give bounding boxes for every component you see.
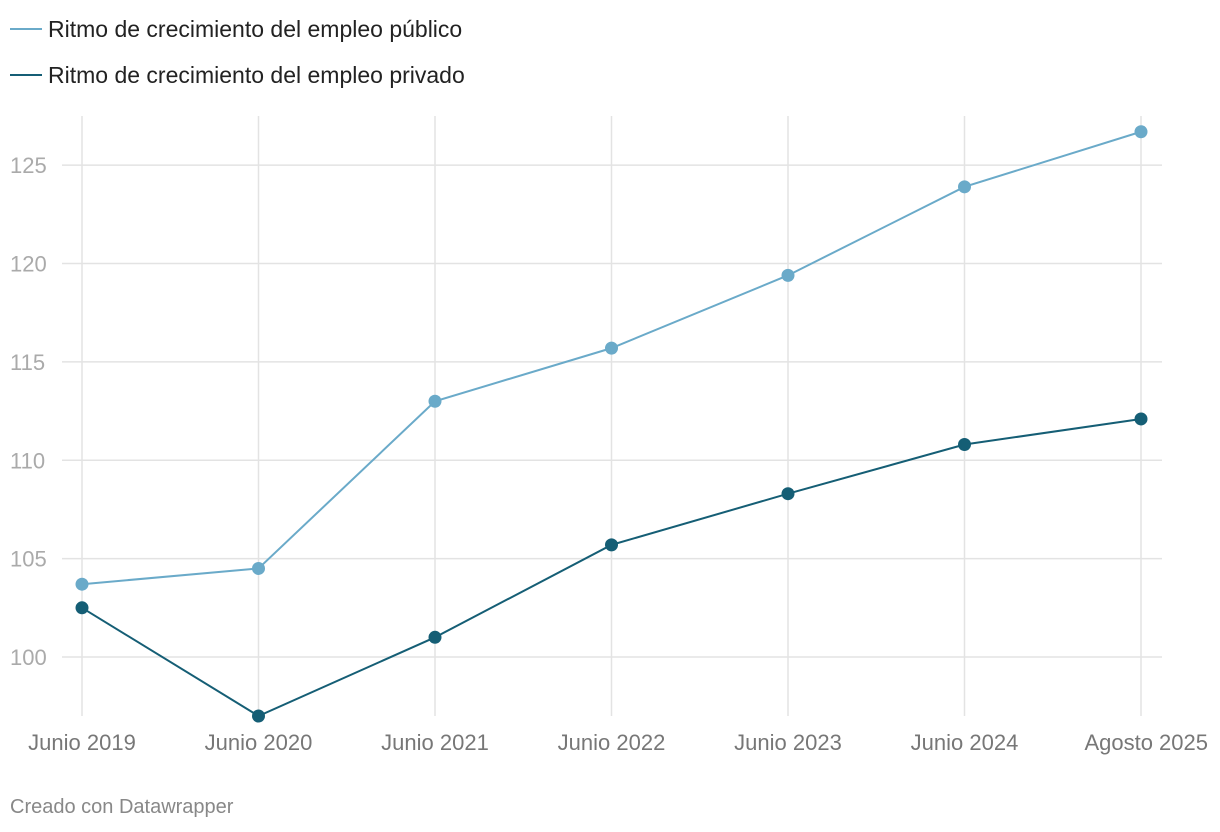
x-tick-label: Junio 2020 — [205, 730, 313, 755]
x-tick-label: Junio 2022 — [558, 730, 666, 755]
x-tick-label: Junio 2021 — [381, 730, 489, 755]
legend: Ritmo de crecimiento del empleo público … — [10, 14, 465, 106]
data-point-0 — [781, 268, 795, 282]
legend-swatch-public — [10, 28, 42, 30]
data-point-1 — [958, 438, 971, 452]
data-point-1 — [75, 601, 89, 615]
y-tick-label: 125 — [10, 153, 47, 178]
y-tick-label: 105 — [10, 547, 47, 572]
legend-label-public: Ritmo de crecimiento del empleo público — [48, 15, 463, 42]
legend-label-private: Ritmo de crecimiento del empleo privado — [48, 61, 465, 88]
y-tick-label: 120 — [10, 252, 47, 277]
data-point-0 — [1134, 125, 1148, 139]
data-point-1 — [1134, 412, 1148, 426]
y-tick-label: 115 — [10, 350, 45, 375]
data-point-1 — [252, 709, 265, 723]
x-tick-label: Junio 2024 — [911, 730, 1019, 755]
y-tick-label: 100 — [10, 645, 47, 670]
x-tick-label: Agosto 2025 — [1084, 730, 1208, 755]
data-point-0 — [75, 577, 89, 591]
data-point-0 — [605, 341, 618, 355]
data-point-0 — [958, 180, 971, 194]
data-point-0 — [252, 561, 265, 575]
y-tick-label: 110 — [10, 448, 45, 473]
data-point-1 — [605, 538, 618, 552]
legend-swatch-private — [10, 74, 42, 76]
data-point-0 — [428, 394, 442, 408]
data-point-1 — [428, 630, 442, 644]
legend-item-public: Ritmo de crecimiento del empleo público — [10, 14, 465, 44]
legend-item-private: Ritmo de crecimiento del empleo privado — [10, 60, 465, 90]
x-tick-label: Junio 2023 — [734, 730, 842, 755]
footer-credit: Creado con Datawrapper — [10, 796, 234, 818]
x-tick-label: Junio 2019 — [28, 730, 136, 755]
data-point-1 — [781, 487, 795, 501]
